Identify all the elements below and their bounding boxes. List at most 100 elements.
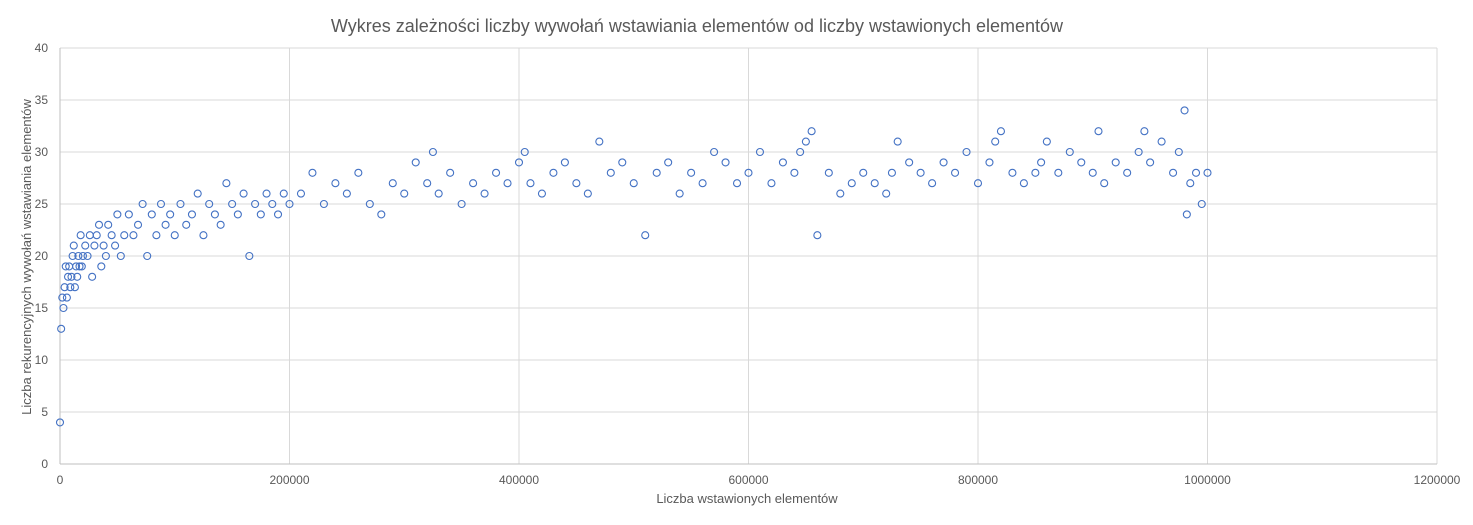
data-point bbox=[514, 158, 524, 167]
data-point bbox=[469, 179, 478, 188]
data-point bbox=[801, 137, 810, 146]
data-point bbox=[675, 189, 684, 198]
data-point bbox=[262, 189, 271, 198]
data-point bbox=[228, 199, 237, 209]
data-point bbox=[233, 210, 242, 219]
data-point bbox=[796, 147, 805, 157]
y-tick-label: 40 bbox=[35, 41, 49, 55]
data-point bbox=[446, 168, 455, 177]
data-point bbox=[836, 189, 845, 198]
data-point bbox=[78, 251, 87, 261]
data-point bbox=[308, 168, 317, 177]
data-point bbox=[1169, 168, 1178, 177]
data-point bbox=[732, 179, 742, 188]
y-tick-label: 25 bbox=[35, 197, 49, 211]
y-tick-label: 10 bbox=[35, 353, 49, 367]
data-point bbox=[434, 189, 443, 198]
x-tick-label: 1200000 bbox=[1414, 473, 1461, 487]
data-point bbox=[870, 179, 879, 188]
data-point bbox=[687, 168, 696, 177]
data-point bbox=[503, 179, 512, 188]
data-points bbox=[55, 106, 1212, 427]
data-point bbox=[520, 147, 529, 157]
data-point bbox=[549, 168, 558, 177]
data-point bbox=[68, 251, 77, 261]
data-point bbox=[70, 283, 79, 292]
data-point bbox=[152, 231, 161, 240]
data-point bbox=[77, 262, 86, 271]
data-point bbox=[176, 199, 185, 209]
data-point bbox=[1182, 210, 1191, 219]
data-point bbox=[354, 168, 363, 177]
data-point bbox=[1197, 199, 1206, 209]
data-point bbox=[411, 158, 420, 167]
data-point bbox=[1037, 158, 1046, 167]
data-point bbox=[116, 251, 125, 261]
gridlines bbox=[59, 47, 1438, 465]
data-point bbox=[69, 241, 78, 250]
data-point bbox=[285, 199, 294, 209]
data-point bbox=[744, 168, 753, 177]
data-point bbox=[824, 168, 833, 177]
data-point bbox=[124, 210, 133, 219]
data-point bbox=[996, 127, 1006, 136]
data-point bbox=[1157, 137, 1166, 146]
data-point bbox=[85, 231, 94, 240]
data-point bbox=[1134, 147, 1143, 157]
data-point bbox=[847, 179, 856, 188]
x-tick-label: 400000 bbox=[499, 473, 539, 487]
data-point bbox=[342, 189, 351, 198]
data-point bbox=[572, 179, 581, 188]
data-point bbox=[973, 179, 983, 188]
data-point bbox=[1186, 179, 1195, 188]
data-point bbox=[331, 179, 340, 188]
data-point bbox=[887, 168, 896, 177]
data-point bbox=[57, 324, 66, 333]
data-point bbox=[641, 231, 650, 240]
data-point bbox=[813, 231, 822, 240]
data-point bbox=[428, 147, 437, 157]
y-tick-label: 0 bbox=[41, 457, 48, 471]
data-point bbox=[583, 189, 592, 198]
data-point bbox=[755, 147, 765, 157]
data-point bbox=[595, 137, 604, 146]
data-point bbox=[377, 210, 386, 219]
data-point bbox=[767, 179, 776, 188]
data-point bbox=[1191, 168, 1201, 177]
data-point bbox=[807, 127, 816, 136]
data-point bbox=[251, 199, 260, 209]
data-point bbox=[1100, 179, 1109, 188]
data-point bbox=[423, 179, 432, 188]
data-point bbox=[156, 199, 166, 209]
y-tick-label: 30 bbox=[35, 145, 49, 159]
data-point bbox=[365, 199, 374, 209]
data-point bbox=[560, 158, 569, 167]
data-point bbox=[790, 168, 799, 177]
data-point bbox=[491, 168, 501, 177]
data-point bbox=[698, 179, 707, 188]
data-point bbox=[1088, 168, 1097, 177]
data-point bbox=[859, 168, 868, 177]
data-point bbox=[273, 210, 283, 219]
data-point bbox=[629, 179, 638, 188]
data-point bbox=[104, 220, 113, 229]
x-axis-label: Liczba wstawionych elementów bbox=[656, 491, 838, 506]
data-point bbox=[193, 189, 202, 198]
chart-title: Wykres zależności liczby wywołań wstawia… bbox=[331, 16, 1064, 36]
data-point bbox=[97, 262, 106, 271]
y-tick-label: 20 bbox=[35, 249, 49, 263]
data-point bbox=[107, 231, 116, 240]
data-point bbox=[1174, 147, 1183, 157]
data-point bbox=[991, 137, 1000, 146]
data-point bbox=[1019, 179, 1028, 188]
data-point bbox=[120, 231, 129, 240]
data-point bbox=[279, 189, 288, 198]
x-tick-label: 0 bbox=[57, 473, 64, 487]
data-point bbox=[1146, 158, 1155, 167]
data-point bbox=[778, 158, 787, 167]
data-point bbox=[138, 199, 147, 209]
data-point bbox=[388, 179, 397, 188]
data-point bbox=[143, 251, 152, 261]
tick-labels: 0 200000 400000 600000 800000 1000000 1200000 0… bbox=[35, 41, 1461, 487]
data-point bbox=[60, 283, 69, 292]
